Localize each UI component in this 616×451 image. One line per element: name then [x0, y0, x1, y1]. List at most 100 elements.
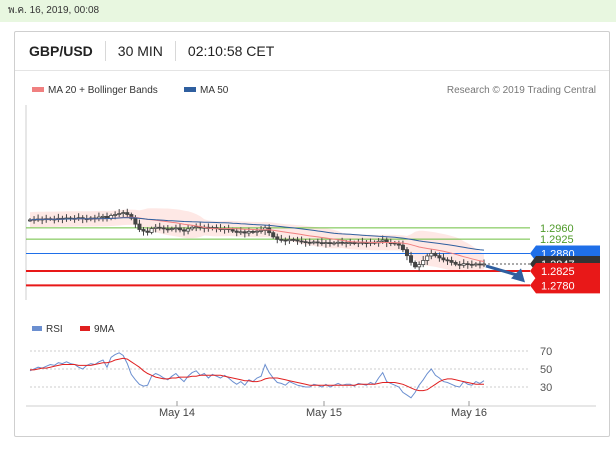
x-tick-label: May 14: [159, 407, 195, 419]
level-label: 1.2780: [541, 280, 575, 292]
candle-body: [409, 255, 414, 263]
candle-body: [190, 226, 195, 230]
candle-body: [417, 264, 422, 268]
rsi-ma9-line: [30, 357, 484, 392]
header-divider: [104, 41, 106, 61]
candle-body: [299, 240, 304, 243]
candle-body: [242, 231, 247, 234]
candle-body: [27, 219, 32, 222]
candle-body: [246, 231, 251, 234]
candle-body: [254, 230, 259, 233]
candle-body: [469, 263, 474, 266]
candle-body: [323, 242, 328, 244]
candle-body: [279, 238, 284, 241]
candle-body: [327, 242, 332, 244]
time-axis: May 14 May 15 May 16: [159, 401, 487, 419]
candle-body: [449, 260, 454, 263]
candle-body: [287, 238, 292, 242]
candle-body: [182, 229, 187, 232]
candle-body: [275, 236, 280, 240]
bollinger-bands: [30, 208, 484, 273]
candle-body: [437, 255, 442, 259]
ma50-line: [29, 217, 485, 251]
candle-body: [238, 231, 243, 234]
candle-body: [477, 263, 482, 266]
candle-body: [404, 249, 409, 257]
candle-body: [295, 239, 300, 242]
ma9-legend: 9MA: [94, 324, 115, 335]
candle-body: [332, 242, 337, 245]
timestamp: 02:10:58 CET: [187, 43, 275, 59]
header-rule: [15, 70, 609, 71]
candle-body: [380, 239, 385, 242]
candle-body: [315, 241, 320, 244]
rsi-tick-label: 30: [540, 382, 552, 394]
candle-body: [129, 214, 134, 219]
candle-body: [457, 263, 462, 266]
candle-body: [125, 212, 130, 215]
timeframe: 30 MIN: [117, 43, 163, 59]
candle-body: [481, 263, 486, 266]
rsi-line: [29, 352, 485, 399]
candle-body: [186, 228, 191, 232]
ma50-legend: MA 50: [200, 85, 229, 96]
header-divider: [174, 41, 176, 61]
candle-body: [133, 217, 138, 225]
ma20-swatch: [32, 87, 44, 92]
candle-body: [291, 238, 296, 241]
candle-body: [348, 242, 353, 244]
candle-body: [169, 228, 174, 230]
x-tick-label: May 16: [451, 407, 487, 419]
candle-body: [137, 223, 142, 230]
currency-pair: GBP/USD: [29, 43, 93, 59]
candle-body: [234, 230, 239, 233]
candle-body: [117, 213, 122, 215]
candle-body: [303, 241, 308, 244]
candle-body: [259, 230, 264, 232]
rsi-panel: 70 50 30: [29, 346, 552, 399]
projection-arrow-shaft: [485, 264, 519, 277]
candle-body: [461, 263, 466, 266]
candle-body: [194, 226, 199, 229]
level-tag: [530, 277, 600, 294]
candle-body: [425, 255, 430, 261]
level-label: 1.2960: [540, 223, 574, 235]
ma9-swatch: [80, 326, 90, 331]
level-tag: [530, 263, 600, 279]
research-credit: Research © 2019 Trading Central: [447, 85, 596, 96]
candle-body: [441, 257, 446, 261]
candle-body: [230, 229, 235, 232]
ma20-legend: MA 20 + Bollinger Bands: [48, 85, 158, 96]
candle-body: [352, 242, 357, 244]
candle-body: [433, 253, 438, 257]
candle-body: [149, 228, 154, 233]
candle-body: [445, 259, 450, 262]
candle-body: [271, 232, 276, 238]
bollinger-band-area: [30, 208, 484, 273]
candle-body: [396, 243, 401, 246]
candles: [27, 208, 486, 271]
candle-body: [344, 242, 349, 244]
x-tick-label: May 15: [306, 407, 342, 419]
level-label: 1.2825: [541, 266, 575, 278]
candle-body: [340, 241, 345, 244]
moving-averages: [29, 216, 485, 262]
projection-arrow-head: [511, 268, 525, 283]
candle-body: [113, 214, 118, 216]
candle-body: [400, 244, 405, 251]
candle-body: [429, 253, 434, 257]
candle-body: [283, 239, 288, 242]
candle-body: [141, 229, 146, 232]
candle-body: [153, 226, 158, 229]
candle-body: [161, 227, 166, 230]
candle-body: [165, 228, 170, 231]
chart-header: GBP/USD 30 MIN 02:10:58 CET: [29, 32, 274, 70]
candle-body: [413, 261, 418, 268]
candle-body: [319, 242, 324, 244]
candle-body: [473, 263, 478, 266]
candle-body: [307, 241, 312, 244]
rsi-legend: RSI: [46, 324, 63, 335]
candle-body: [465, 263, 470, 266]
